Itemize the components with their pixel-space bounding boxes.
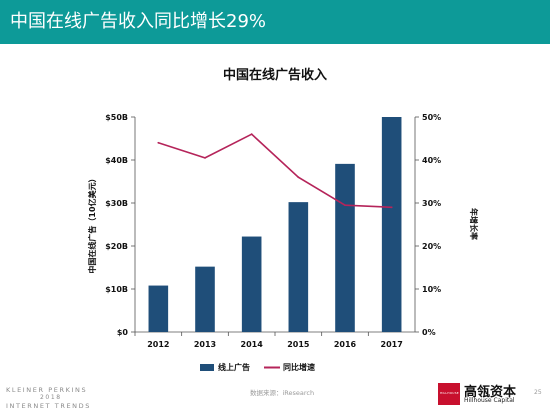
plot-area: $0 $10B $20B $30B $40B $50B 0% 10% 20% 30% 40% 50% 2…: [105, 113, 441, 349]
legend: 线上广告 同比增速: [200, 362, 315, 372]
y-tick-label: $50B: [105, 113, 128, 122]
y2-tick-label: 0%: [422, 328, 436, 337]
x-tick-label: 2016: [334, 340, 357, 349]
kleiner-perkins-logo: KLEINER PERKINS 2018 INTERNET TRENDS: [6, 386, 91, 410]
growth-point: [204, 156, 206, 159]
growth-point: [250, 133, 253, 136]
y2-axis-label: 年增长率: [469, 208, 479, 240]
title-bar: 中国在线广告收入同比增长29%: [0, 0, 550, 44]
growth-point: [157, 141, 160, 144]
partner-name-en: Hillhouse Capital: [464, 397, 515, 404]
x-tick-label: 2012: [147, 340, 169, 349]
y2-tick-label: 50%: [422, 113, 441, 122]
bar: [381, 117, 402, 332]
page-number: 25: [534, 389, 542, 396]
x-tick-label: 2017: [381, 340, 403, 349]
chart: 中国在线广告收入 中国在线广告（10亿美元） 年增长率 $0 $10B $20B $3…: [87, 67, 479, 372]
page-title: 中国在线广告收入同比增长29%: [10, 11, 267, 32]
legend-swatch-bars: [200, 364, 214, 371]
y-tick-label: $0: [117, 328, 129, 337]
hillhouse-logo-icon: HILLHOUSE: [438, 383, 460, 405]
y-tick-label: $10B: [105, 285, 128, 294]
kp-year: 2018: [40, 394, 62, 401]
x-tick-label: 2014: [241, 340, 264, 349]
bar: [148, 285, 169, 332]
kp-trends: INTERNET TRENDS: [6, 402, 91, 410]
kp-brand: KLEINER PERKINS: [6, 386, 88, 394]
y2-tick-label: 10%: [422, 285, 441, 294]
bar: [195, 266, 215, 332]
bar: [241, 236, 262, 332]
growth-point: [390, 206, 393, 209]
chart-title: 中国在线广告收入: [223, 67, 327, 83]
growth-point: [297, 176, 300, 179]
legend-label-line: 同比增速: [283, 362, 315, 372]
y-tick-label: $40B: [105, 156, 128, 165]
x-tick-label: 2015: [287, 340, 310, 349]
y2-tick-label: 40%: [422, 156, 441, 165]
growth-line: [158, 133, 392, 209]
growth-point: [344, 204, 346, 207]
y-axis-label: 中国在线广告（10亿美元）: [87, 174, 97, 273]
source-note: 数据来源：iResearch: [250, 389, 315, 397]
bar: [335, 163, 355, 332]
footer: KLEINER PERKINS 2018 INTERNET TRENDS 数据来…: [0, 380, 550, 411]
bar: [288, 202, 309, 332]
partner-name-cn: 高瓴资本: [464, 385, 517, 400]
legend-label-bars: 线上广告: [218, 362, 250, 372]
y2-tick-label: 30%: [422, 199, 441, 208]
x-tick-label: 2013: [194, 340, 216, 349]
hillhouse-logo-text: HILLHOUSE: [440, 391, 459, 395]
y-tick-label: $30B: [105, 199, 128, 208]
y2-tick-label: 20%: [422, 242, 441, 251]
y-tick-label: $20B: [105, 242, 128, 251]
